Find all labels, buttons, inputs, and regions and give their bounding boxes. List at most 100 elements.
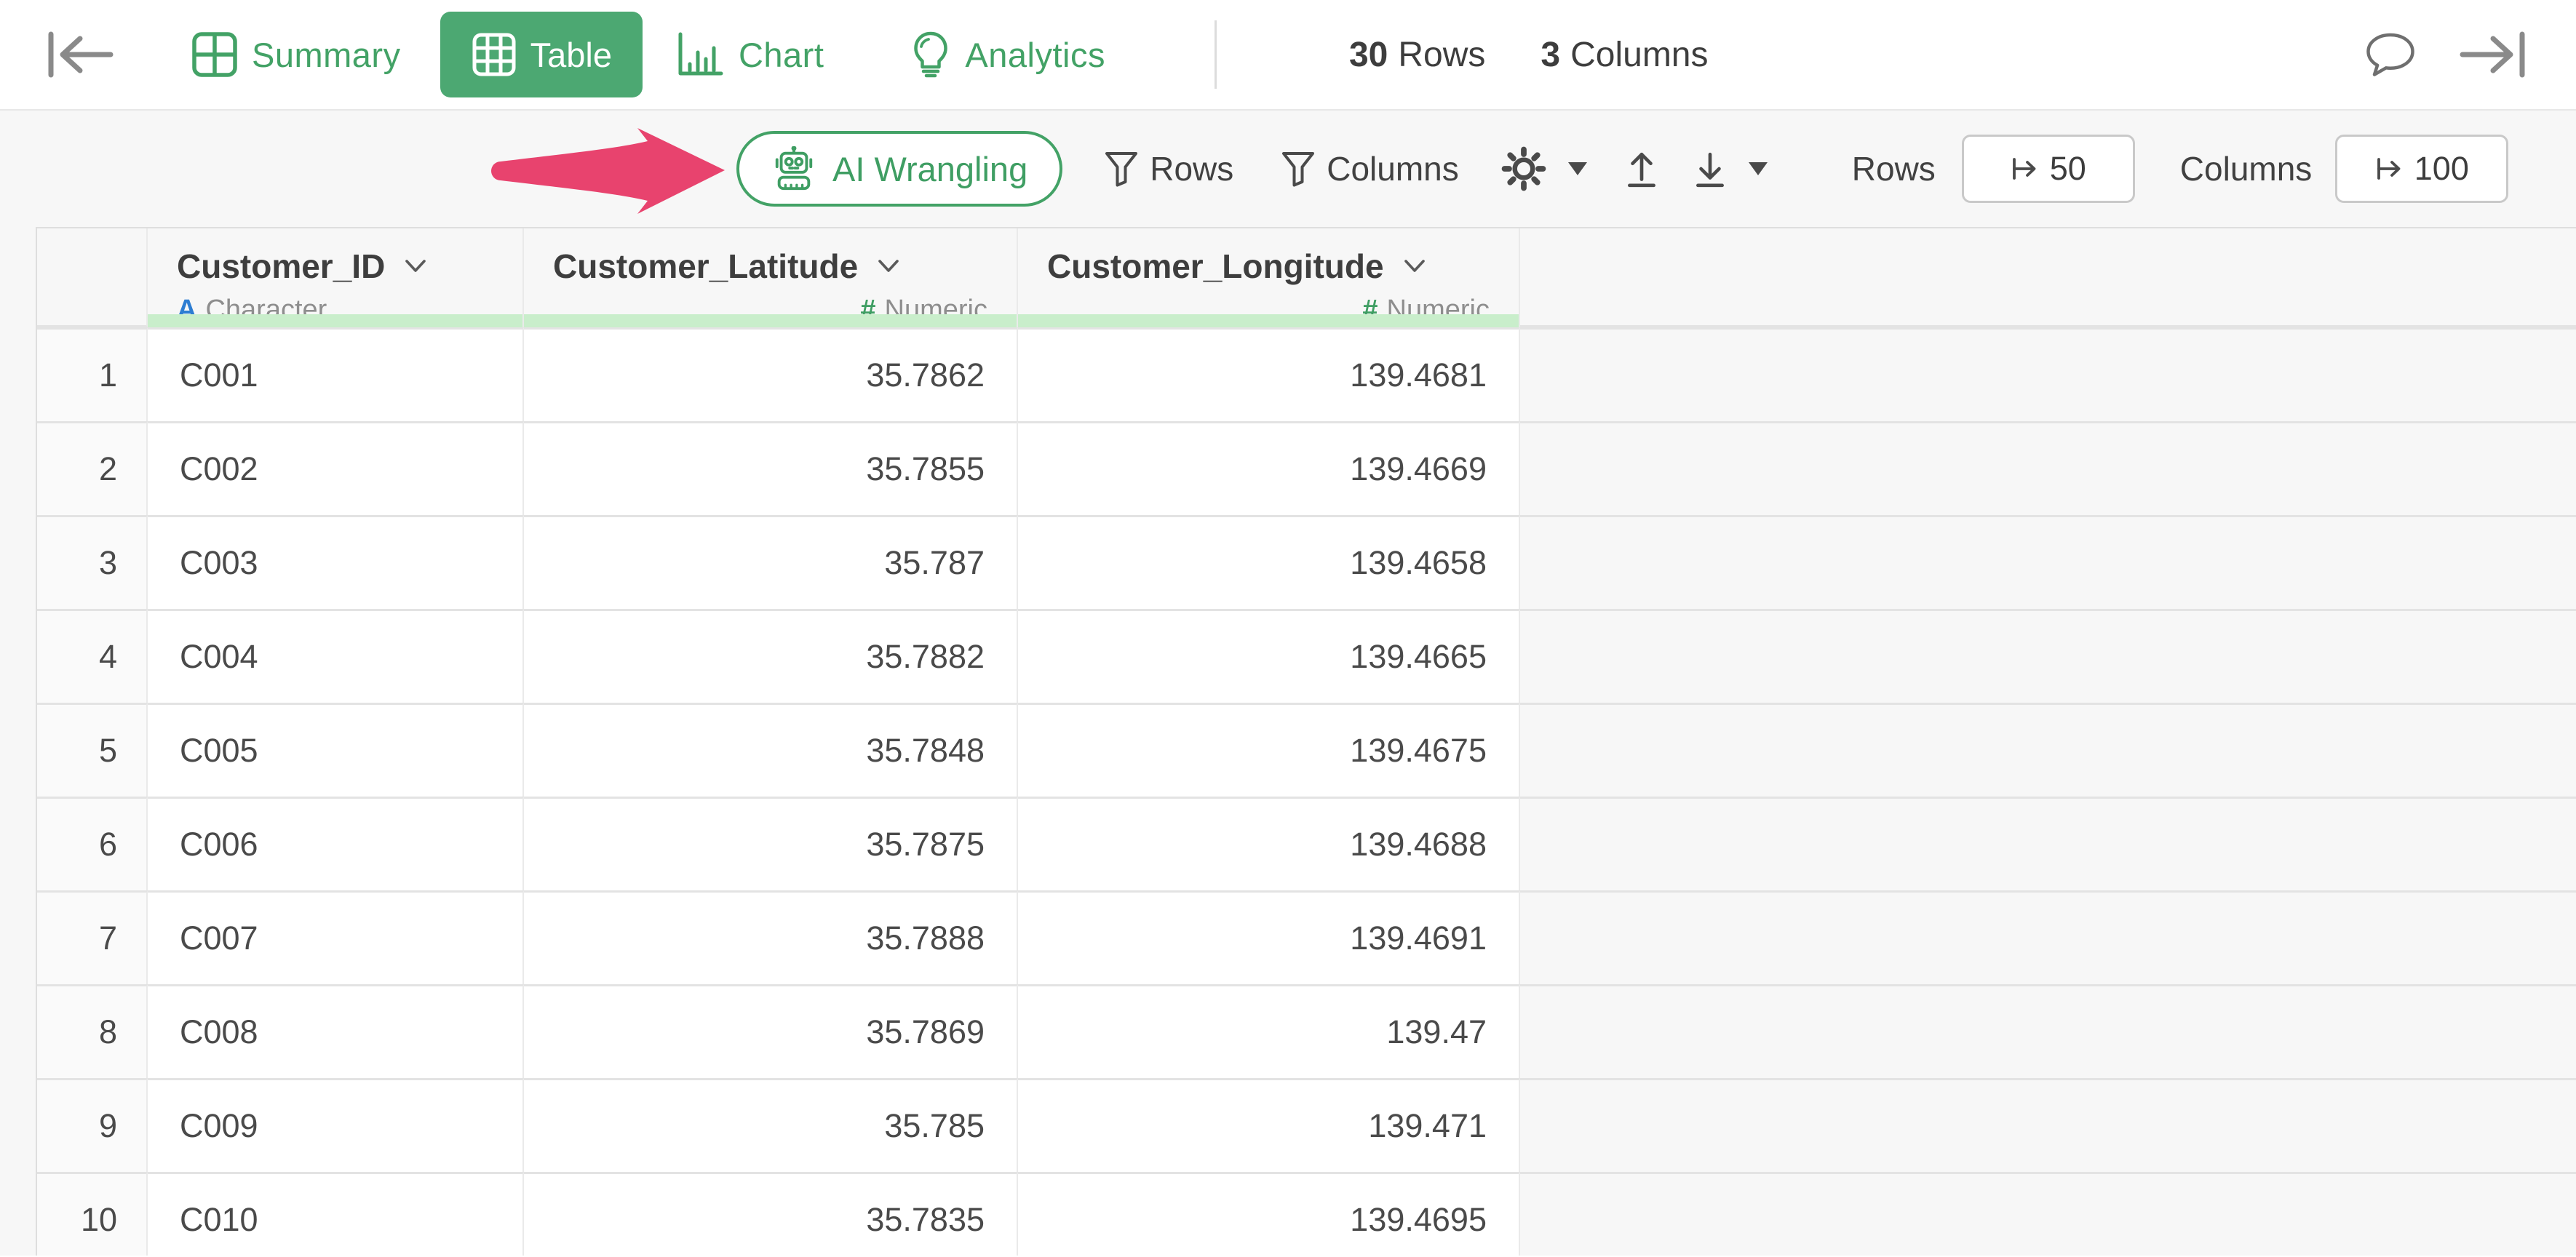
customer-latitude-cell[interactable]: 35.7862 <box>524 327 1018 421</box>
customer-longitude-cell[interactable]: 139.4669 <box>1018 421 1520 515</box>
data-table: Customer_ID A Character Customer_Latitud… <box>36 227 2576 1256</box>
row-number-cell: 2 <box>37 421 148 515</box>
customer-id-cell[interactable]: C005 <box>148 703 524 797</box>
customer-longitude-cell[interactable]: 139.4688 <box>1018 797 1520 890</box>
upload-button[interactable] <box>1625 149 1658 188</box>
annotation-arrow <box>491 128 725 214</box>
column-select-bar <box>148 314 522 327</box>
customer-latitude-cell[interactable]: 35.7875 <box>524 797 1018 890</box>
row-count: 30 Rows <box>1349 35 1485 75</box>
column-count-label: Columns <box>1570 35 1709 74</box>
table-row: 3 C003 35.787 139.4658 <box>37 515 2576 609</box>
customer-longitude-cell[interactable]: 139.4658 <box>1018 515 1520 609</box>
rows-limit-value: 50 <box>2049 150 2086 187</box>
customer-id-cell[interactable]: C001 <box>148 327 524 421</box>
column-header-customer-id[interactable]: Customer_ID A Character <box>148 228 524 327</box>
customer-longitude-cell[interactable]: 139.4665 <box>1018 609 1520 703</box>
tab-summary-label: Summary <box>252 35 401 74</box>
customer-latitude-cell[interactable]: 35.7888 <box>524 890 1018 984</box>
filter-rows-button[interactable]: Rows <box>1105 149 1233 188</box>
row-filler <box>1520 890 2576 984</box>
gear-caret-icon <box>1567 162 1587 175</box>
table-row: 6 C006 35.7875 139.4688 <box>37 797 2576 890</box>
table-row: 8 C008 35.7869 139.47 <box>37 984 2576 1078</box>
row-filler <box>1520 515 2576 609</box>
customer-id-cell[interactable]: C009 <box>148 1078 524 1172</box>
customer-latitude-cell[interactable]: 35.7848 <box>524 703 1018 797</box>
customer-id-cell[interactable]: C003 <box>148 515 524 609</box>
row-number-cell: 1 <box>37 327 148 421</box>
tab-table-label: Table <box>530 35 612 74</box>
row-number-cell: 5 <box>37 703 148 797</box>
row-number-cell: 10 <box>37 1172 148 1256</box>
summary-grid-icon <box>191 31 239 79</box>
columns-limit-label: Columns <box>2179 150 2313 188</box>
ai-wrangling-button[interactable]: AI Wrangling <box>736 131 1063 207</box>
column-header-customer-longitude[interactable]: Customer_Longitude # Numeric <box>1018 228 1520 327</box>
tab-table[interactable]: Table <box>440 12 643 97</box>
bar-chart-icon <box>676 31 726 78</box>
wrangle-toolbar: AI Wrangling Rows Columns <box>0 111 2576 227</box>
row-filler <box>1520 327 2576 421</box>
customer-latitude-cell[interactable]: 35.785 <box>524 1078 1018 1172</box>
column-title: Customer_Longitude <box>1047 247 1384 285</box>
rows-limit-input[interactable]: 50 <box>1961 135 2135 203</box>
settings-menu-button[interactable] <box>1501 146 1587 191</box>
column-select-bar <box>524 314 1017 327</box>
customer-latitude-cell[interactable]: 35.7882 <box>524 609 1018 703</box>
customer-longitude-cell[interactable]: 139.4695 <box>1018 1172 1520 1256</box>
customer-id-cell[interactable]: C004 <box>148 609 524 703</box>
table-row: 7 C007 35.7888 139.4691 <box>37 890 2576 984</box>
row-count-label: Rows <box>1398 35 1486 74</box>
table-row: 10 C010 35.7835 139.4695 <box>37 1172 2576 1256</box>
customer-latitude-cell[interactable]: 35.7855 <box>524 421 1018 515</box>
row-filler <box>1520 1172 2576 1256</box>
customer-latitude-cell[interactable]: 35.787 <box>524 515 1018 609</box>
customer-id-cell[interactable]: C010 <box>148 1172 524 1256</box>
table-header-row: Customer_ID A Character Customer_Latitud… <box>37 228 2576 327</box>
customer-longitude-cell[interactable]: 139.471 <box>1018 1078 1520 1172</box>
row-filler <box>1520 984 2576 1078</box>
row-count-value: 30 <box>1348 35 1388 74</box>
column-count-value: 3 <box>1541 35 1561 74</box>
collapse-right-icon[interactable] <box>2458 31 2528 78</box>
columns-limit-input[interactable]: 100 <box>2335 135 2509 203</box>
filter-rows-label: Rows <box>1150 150 1234 188</box>
customer-longitude-cell[interactable]: 139.4681 <box>1018 327 1520 421</box>
tab-chart[interactable]: Chart <box>676 31 824 78</box>
table-row: 9 C009 35.785 139.471 <box>37 1078 2576 1172</box>
gear-icon <box>1501 146 1546 191</box>
row-filler <box>1520 797 2576 890</box>
tab-analytics-label: Analytics <box>965 35 1105 74</box>
header-filler <box>1520 228 2576 327</box>
table-row: 2 C002 35.7855 139.4669 <box>37 421 2576 515</box>
table-row: 1 C001 35.7862 139.4681 <box>37 327 2576 421</box>
row-filler <box>1520 421 2576 515</box>
table-body: 1 C001 35.7862 139.4681 2 C002 35.7855 1… <box>37 327 2576 1256</box>
top-toolbar: Summary Table <box>0 0 2576 111</box>
comment-icon[interactable] <box>2364 30 2417 79</box>
column-title: Customer_Latitude <box>553 247 859 285</box>
customer-id-cell[interactable]: C006 <box>148 797 524 890</box>
customer-id-cell[interactable]: C002 <box>148 421 524 515</box>
customer-longitude-cell[interactable]: 139.4675 <box>1018 703 1520 797</box>
collapse-left-icon[interactable] <box>45 31 115 78</box>
table-grid-icon <box>471 31 517 78</box>
customer-id-cell[interactable]: C007 <box>148 890 524 984</box>
toolbar-divider <box>1214 20 1217 89</box>
column-header-customer-latitude[interactable]: Customer_Latitude # Numeric <box>524 228 1018 327</box>
row-number-cell: 7 <box>37 890 148 984</box>
customer-longitude-cell[interactable]: 139.4691 <box>1018 890 1520 984</box>
table-row: 5 C005 35.7848 139.4675 <box>37 703 2576 797</box>
customer-longitude-cell[interactable]: 139.47 <box>1018 984 1520 1078</box>
tab-analytics[interactable]: Analytics <box>910 31 1105 79</box>
customer-latitude-cell[interactable]: 35.7869 <box>524 984 1018 1078</box>
filter-columns-button[interactable]: Columns <box>1281 149 1459 188</box>
column-title: Customer_ID <box>177 247 386 285</box>
chevron-down-icon <box>405 260 426 272</box>
chevron-down-icon <box>878 260 899 272</box>
customer-id-cell[interactable]: C008 <box>148 984 524 1078</box>
download-menu-button[interactable] <box>1693 149 1768 188</box>
customer-latitude-cell[interactable]: 35.7835 <box>524 1172 1018 1256</box>
tab-summary[interactable]: Summary <box>191 31 401 79</box>
